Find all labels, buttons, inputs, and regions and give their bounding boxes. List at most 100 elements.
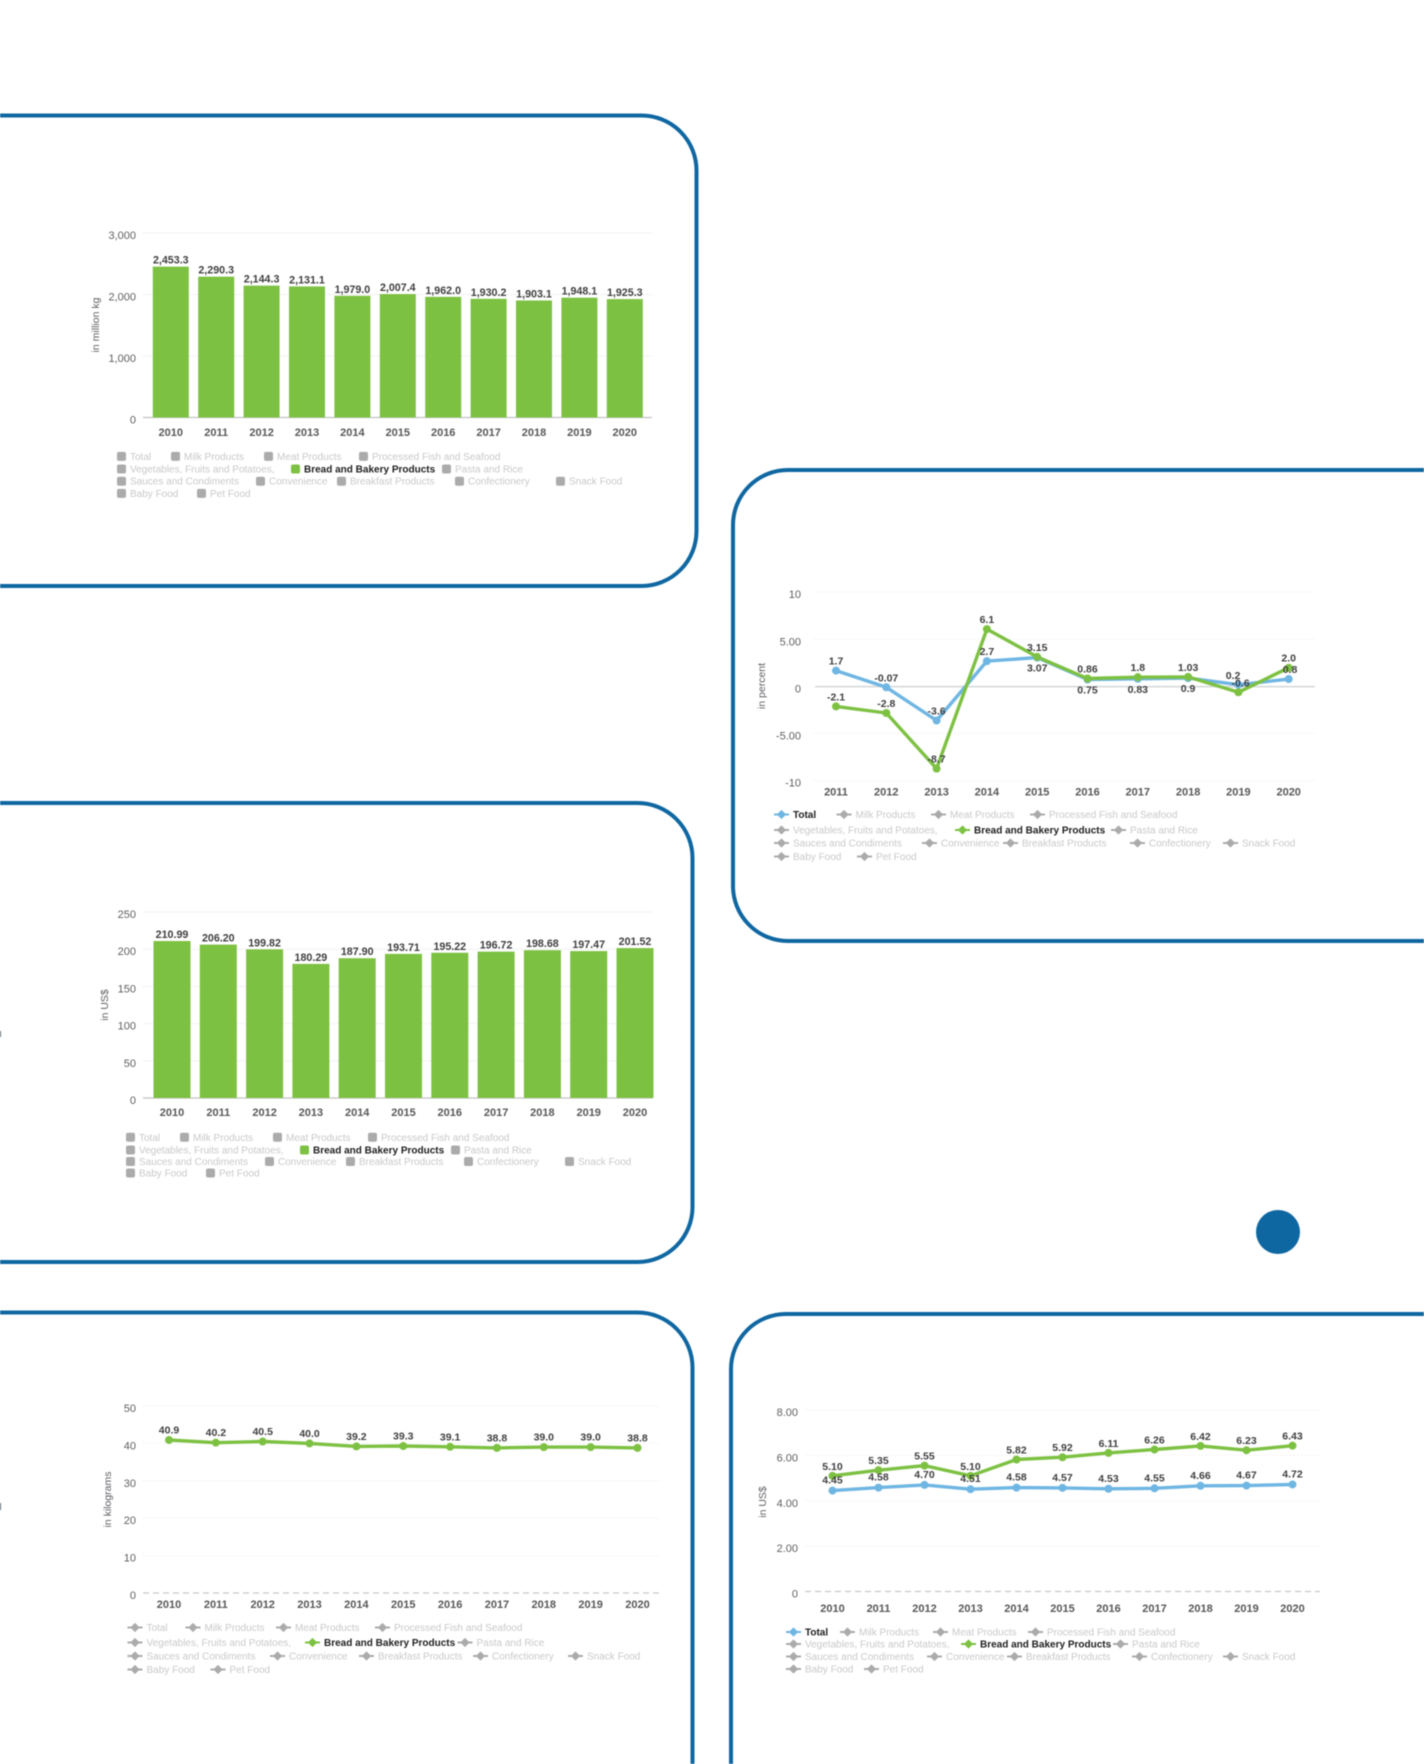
svg-text:4.70: 4.70 [914,1469,935,1481]
svg-text:195.22: 195.22 [433,941,466,953]
svg-text:Pasta and Rice: Pasta and Rice [1130,826,1198,837]
svg-text:206.20: 206.20 [202,933,235,945]
svg-text:150: 150 [118,983,136,995]
svg-text:Snack Food: Snack Food [569,477,622,488]
svg-text:Sauces and Condiments: Sauces and Condiments [130,477,239,488]
svg-text:39.3: 39.3 [393,1431,414,1443]
svg-text:39.2: 39.2 [346,1431,367,1443]
svg-text:Sauces and Condiments: Sauces and Condiments [147,1652,256,1663]
svg-text:0.9: 0.9 [1181,683,1196,695]
svg-text:2019: 2019 [1234,1603,1258,1615]
svg-text:193.71: 193.71 [387,942,420,954]
svg-text:5.10: 5.10 [822,1461,843,1473]
svg-text:2011: 2011 [206,1107,230,1119]
svg-text:2017: 2017 [1142,1603,1166,1615]
svg-text:-0.07: -0.07 [874,672,898,684]
svg-text:4.72: 4.72 [1282,1468,1303,1480]
svg-text:Total: Total [139,1133,160,1144]
svg-text:4.53: 4.53 [1098,1473,1119,1485]
svg-text:4.67: 4.67 [1236,1470,1257,1482]
svg-text:2016: 2016 [1096,1603,1120,1615]
svg-text:Confectionery: Confectionery [477,1157,539,1168]
svg-text:50: 50 [124,1403,136,1415]
svg-text:in US$: in US$ [99,989,111,1021]
svg-text:Bread and Bakery Products: Bread and Bakery Products [980,1640,1112,1651]
svg-text:2015: 2015 [386,427,410,439]
svg-text:2015: 2015 [1025,787,1049,799]
svg-text:1,930.2: 1,930.2 [471,287,507,299]
svg-text:5.35: 5.35 [868,1455,889,1467]
svg-text:6.00: 6.00 [777,1452,798,1464]
svg-text:0.8: 0.8 [1283,664,1298,676]
svg-text:2019: 2019 [578,1599,602,1611]
svg-text:-3.6: -3.6 [928,706,946,718]
svg-text:Pasta and Rice: Pasta and Rice [477,1638,545,1649]
svg-text:2,290.3: 2,290.3 [198,265,234,277]
svg-text:6.1: 6.1 [980,614,995,626]
svg-text:Milk Products: Milk Products [856,810,916,821]
svg-text:1,925.3: 1,925.3 [607,287,643,299]
svg-text:6.11: 6.11 [1099,1438,1119,1450]
svg-text:2010: 2010 [159,427,183,439]
svg-text:2013: 2013 [958,1603,982,1615]
svg-text:1,962.0: 1,962.0 [425,285,461,297]
svg-text:Pet Food: Pet Food [230,1665,271,1676]
svg-text:Meat Products: Meat Products [286,1133,350,1144]
svg-text:Snack Food: Snack Food [587,1652,640,1663]
svg-text:4.58: 4.58 [868,1472,889,1484]
svg-text:2.00: 2.00 [777,1543,798,1555]
svg-text:4.66: 4.66 [1190,1470,1211,1482]
svg-text:Breakfast Products: Breakfast Products [359,1157,443,1168]
svg-text:198.68: 198.68 [526,938,559,950]
svg-text:Confectionery: Confectionery [468,477,530,488]
svg-text:in US$: in US$ [757,1486,769,1518]
svg-text:Baby Food: Baby Food [130,489,178,500]
svg-text:2013: 2013 [295,427,319,439]
svg-text:2016: 2016 [438,1107,462,1119]
svg-text:2020: 2020 [1276,787,1300,799]
svg-text:1,000: 1,000 [108,353,136,365]
svg-text:Meat Products: Meat Products [277,452,341,463]
svg-text:2012: 2012 [252,1107,276,1119]
svg-text:0: 0 [792,1589,798,1601]
svg-text:0.75: 0.75 [1077,685,1098,697]
svg-text:Processed Fish and Seafood: Processed Fish and Seafood [394,1623,522,1634]
svg-text:Milk Products: Milk Products [859,1628,919,1639]
svg-text:8.00: 8.00 [777,1407,798,1419]
svg-text:0.83: 0.83 [1128,684,1149,696]
svg-text:197.47: 197.47 [572,939,605,951]
svg-text:in kilograms: in kilograms [102,1471,114,1527]
svg-text:Pet Food: Pet Food [876,852,917,863]
svg-text:Bread and Bakery Products: Bread and Bakery Products [304,465,436,476]
svg-text:4.57: 4.57 [1052,1472,1073,1484]
svg-text:2014: 2014 [344,1599,369,1611]
svg-text:1.8: 1.8 [1130,662,1145,674]
svg-text:Meat Products: Meat Products [952,1628,1016,1639]
svg-text:Convenience: Convenience [946,1652,1005,1663]
svg-text:Confectionery: Confectionery [1149,839,1211,850]
svg-text:2,453.3: 2,453.3 [153,255,189,267]
svg-text:2,007.4: 2,007.4 [380,282,416,294]
svg-text:Breakfast Products: Breakfast Products [378,1652,462,1663]
svg-text:2010: 2010 [820,1603,844,1615]
svg-text:Vegetables, Fruits and Potatoe: Vegetables, Fruits and Potatoes, [147,1638,292,1649]
svg-text:180.29: 180.29 [295,952,328,964]
svg-text:Convenience: Convenience [941,839,1000,850]
svg-text:2012: 2012 [249,427,273,439]
svg-text:187.90: 187.90 [341,946,374,958]
svg-text:6.23: 6.23 [1236,1435,1257,1447]
svg-text:Pasta and Rice: Pasta and Rice [464,1146,532,1157]
svg-text:0: 0 [130,1590,136,1602]
svg-text:Pasta and Rice: Pasta and Rice [1132,1640,1200,1651]
svg-text:2017: 2017 [485,1599,509,1611]
svg-text:40.5: 40.5 [252,1426,273,1438]
svg-text:3,000: 3,000 [108,230,136,242]
svg-text:2015: 2015 [1050,1603,1074,1615]
svg-text:2019: 2019 [1226,787,1250,799]
svg-text:39.0: 39.0 [580,1432,601,1444]
svg-text:5.00: 5.00 [780,636,801,648]
svg-text:-8.7: -8.7 [928,754,946,766]
svg-text:2.0: 2.0 [1281,653,1296,665]
svg-text:Sauces and Condiments: Sauces and Condiments [139,1157,248,1168]
svg-text:10: 10 [789,589,801,601]
